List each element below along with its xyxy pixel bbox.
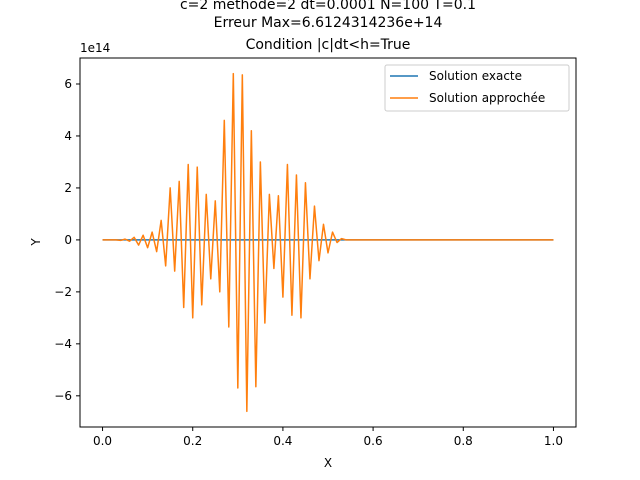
y-axis-ticks: −6 −4 −2 0 2 4 6 <box>54 77 80 403</box>
legend: Solution exacte Solution approchée <box>384 64 570 112</box>
legend-label-solution-exacte: Solution exacte <box>429 69 522 83</box>
x-tick-label: 0.2 <box>183 434 202 448</box>
y-tick-label: −4 <box>54 337 72 351</box>
x-tick-label: 0.6 <box>364 434 383 448</box>
axes-frame <box>79 57 577 428</box>
y-axis-label: Y <box>29 238 43 247</box>
y-tick-label: 2 <box>64 181 72 195</box>
y-tick-label: −2 <box>54 285 72 299</box>
y-tick-label: 4 <box>64 129 72 143</box>
y-tick-label: 0 <box>64 233 72 247</box>
series-layer <box>102 72 554 413</box>
y-offset-label: 1e14 <box>80 41 110 55</box>
x-tick-label: 0.4 <box>273 434 292 448</box>
legend-label-solution-approchee: Solution approchée <box>429 91 545 105</box>
x-axis-ticks: 0.0 0.2 0.4 0.6 0.8 1.0 <box>93 427 563 448</box>
plot-area <box>79 57 577 428</box>
x-axis-label: X <box>324 456 332 470</box>
chart-title: c=2 methode=2 dt=0.0001 N=100 T=0.1 Erre… <box>180 0 476 53</box>
title-line-1: c=2 methode=2 dt=0.0001 N=100 T=0.1 <box>180 0 476 13</box>
x-tick-label: 0.0 <box>93 434 112 448</box>
title-line-2: Erreur Max=6.6124314236e+14 <box>214 15 443 31</box>
series-line-solution-approchee <box>102 72 554 413</box>
x-tick-label: 1.0 <box>544 434 563 448</box>
x-tick-label: 0.8 <box>454 434 473 448</box>
legend-box <box>384 64 570 112</box>
y-tick-label: −6 <box>54 389 72 403</box>
title-line-3: Condition |c|dt<h=True <box>246 37 411 53</box>
y-tick-label: 6 <box>64 77 72 91</box>
